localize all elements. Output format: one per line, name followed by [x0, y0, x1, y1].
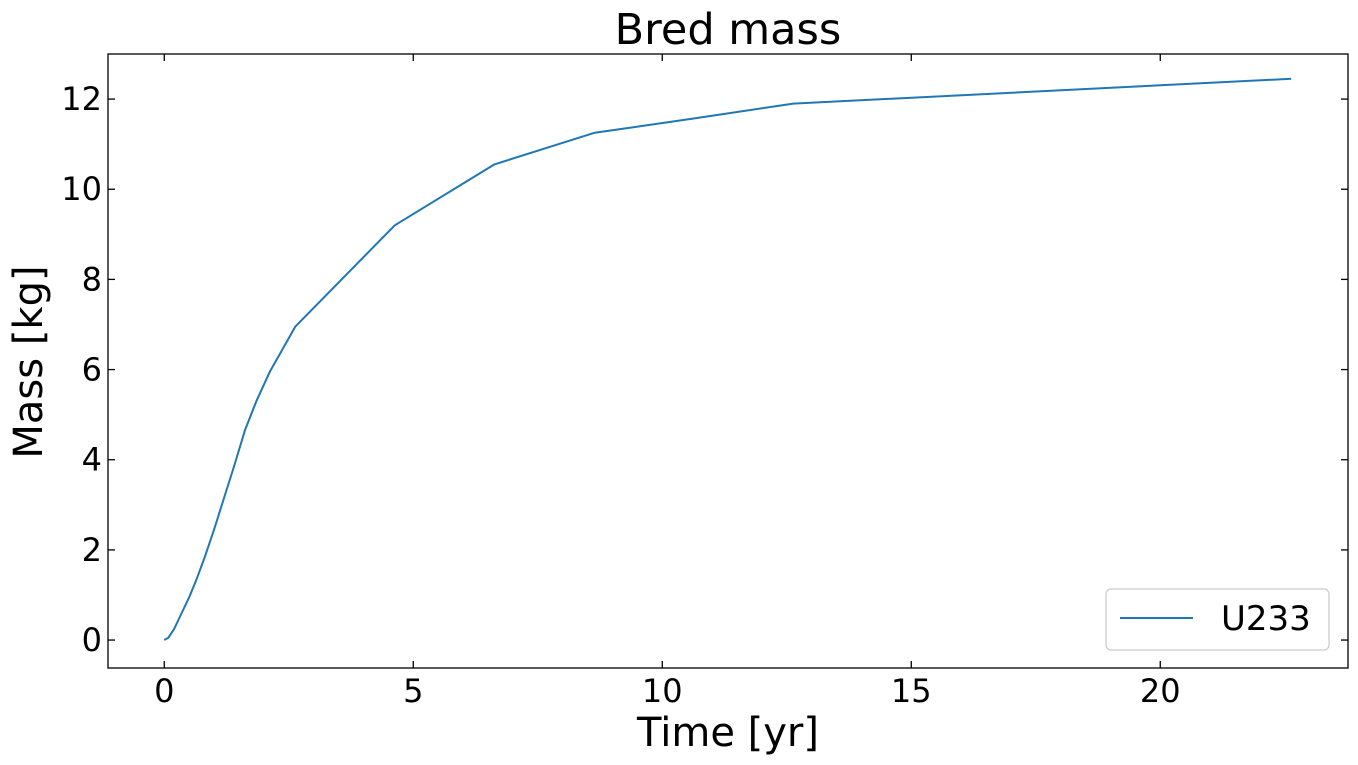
legend: U233 [1105, 588, 1330, 651]
x-tick-label: 20 [1140, 672, 1181, 710]
y-tick-label: 6 [82, 351, 102, 389]
series-line-u233 [163, 77, 1292, 641]
x-tick-label: 15 [891, 672, 932, 710]
x-axis-label: Time [yr] [636, 710, 819, 756]
x-tick-label: 5 [403, 672, 423, 710]
legend-box [1105, 588, 1330, 651]
chart-title: Bred mass [615, 5, 842, 55]
y-tick-label: 2 [82, 531, 102, 569]
y-tick-label: 10 [61, 170, 102, 208]
plot-frame [107, 53, 1349, 669]
y-tick-label: 0 [82, 621, 102, 659]
y-axis-label: Mass [kg] [6, 265, 52, 458]
x-tick-label: 10 [642, 672, 683, 710]
y-tick-label: 4 [82, 441, 102, 479]
axis-ticks: 0 5 10 15 20 0 2 4 6 8 10 12 [61, 54, 1348, 710]
x-tick-label: 0 [154, 672, 174, 710]
y-tick-label: 8 [82, 260, 102, 298]
data-series [163, 77, 1292, 641]
y-tick-label: 12 [61, 80, 102, 118]
legend-label: U233 [1221, 599, 1311, 639]
